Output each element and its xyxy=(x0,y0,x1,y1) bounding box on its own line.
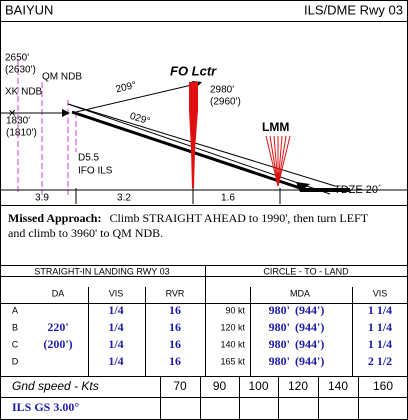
vis: 1/4 xyxy=(108,337,123,351)
fix-name: LMM xyxy=(262,120,289,134)
missed-text: and climb to 3960' to QM NDB. xyxy=(8,226,163,240)
missed-approach: Missed Approach: Climb STRAIGHT AHEAD to … xyxy=(8,211,369,225)
table-lines xyxy=(0,266,408,420)
rvr: 16 xyxy=(169,354,181,368)
alt: 2980' xyxy=(210,85,234,96)
category: A xyxy=(12,305,18,315)
gs-label: Gnd speed - Kts xyxy=(12,379,99,393)
alt: (1810') xyxy=(6,128,37,139)
category: B xyxy=(12,322,18,332)
distance: 3.2 xyxy=(117,193,131,204)
table-title: CIRCLE - TO - LAND xyxy=(263,266,349,276)
fo-tower xyxy=(189,82,198,188)
category: C xyxy=(12,339,19,349)
course: 209° xyxy=(115,80,138,96)
da-height: (200') xyxy=(43,337,72,351)
speed: 70 xyxy=(173,379,187,393)
distance: 1.6 xyxy=(221,193,235,204)
vis: 1 1/4 xyxy=(368,303,392,317)
airport: BAIYUN xyxy=(5,2,53,17)
da: 220' xyxy=(47,320,68,334)
profile: ✕ 2650' (2630') XK NDB QM NDB 1830' (181… xyxy=(0,53,408,204)
mda: 980' xyxy=(269,320,290,334)
distance: 3.9 xyxy=(35,193,49,204)
category: D xyxy=(12,356,19,366)
mda-height: (944') xyxy=(295,354,324,368)
alt: 2650' xyxy=(5,53,29,64)
speed: 100 xyxy=(248,379,268,393)
fix-marker: ✕ xyxy=(8,109,16,120)
fix-name: QM NDB xyxy=(42,72,82,83)
fix-name: FO Lctr xyxy=(170,63,217,78)
tdze: TDZE 20´ xyxy=(334,184,382,196)
course: 029° xyxy=(128,111,151,128)
speed: 160 xyxy=(373,379,393,393)
speed: 120 xyxy=(288,379,308,393)
speed: 140 kt xyxy=(220,339,245,349)
missed-label: Missed Approach: xyxy=(8,211,101,225)
col-head: VIS xyxy=(373,288,388,298)
speed: 140 xyxy=(328,379,348,393)
fix-name: XK NDB xyxy=(5,87,43,98)
dme: IFO ILS xyxy=(78,166,113,177)
alt: (2630') xyxy=(5,65,36,76)
vis: 1/4 xyxy=(108,303,123,317)
vis: 1/4 xyxy=(108,320,123,334)
speed: 90 xyxy=(213,379,227,393)
glideslope: ILS GS 3.00° xyxy=(12,400,79,414)
dme: D5.5 xyxy=(78,153,100,164)
speed: 165 kt xyxy=(220,356,245,366)
rvr: 16 xyxy=(169,337,181,351)
table-title: STRAIGHT-IN LANDING RWY 03 xyxy=(34,266,169,276)
beam xyxy=(67,103,336,187)
mda: 980' xyxy=(269,354,290,368)
col-head: RVR xyxy=(166,288,185,298)
col-head: VIS xyxy=(109,288,124,298)
rvr: 16 xyxy=(169,303,181,317)
beam xyxy=(67,103,331,195)
arrow xyxy=(296,182,310,192)
glidepath xyxy=(71,110,301,190)
mda-height: (944') xyxy=(295,303,324,317)
col-head: DA xyxy=(52,288,65,298)
mda-height: (944') xyxy=(295,337,324,351)
speed: 90 kt xyxy=(225,305,245,315)
alt: 1830' xyxy=(6,116,30,127)
mda-height: (944') xyxy=(295,320,324,334)
vis: 1 1/4 xyxy=(368,320,392,334)
missed-text: Climb STRAIGHT AHEAD to 1990', then turn… xyxy=(109,211,368,225)
arrow xyxy=(62,109,70,117)
col-head: MDA xyxy=(290,288,310,298)
rvr: 16 xyxy=(169,320,181,334)
procedure: ILS/DME Rwy 03 xyxy=(304,2,403,17)
mda: 980' xyxy=(269,303,290,317)
mda: 980' xyxy=(269,337,290,351)
outbound-track xyxy=(75,83,197,113)
alt: (2960') xyxy=(210,97,241,108)
vis: 2 1/2 xyxy=(368,354,392,368)
speeds: 70 90 100 120 140 160 xyxy=(173,379,393,393)
lmm-marker xyxy=(265,135,291,187)
speed: 120 kt xyxy=(220,322,245,332)
vis: 1/4 xyxy=(108,354,123,368)
minima-rows: A 1/4 16 90 kt 980' (944') 1 1/4 B 1/4 16 120 kt 98… xyxy=(12,303,392,368)
vis: 1 1/4 xyxy=(368,337,392,351)
